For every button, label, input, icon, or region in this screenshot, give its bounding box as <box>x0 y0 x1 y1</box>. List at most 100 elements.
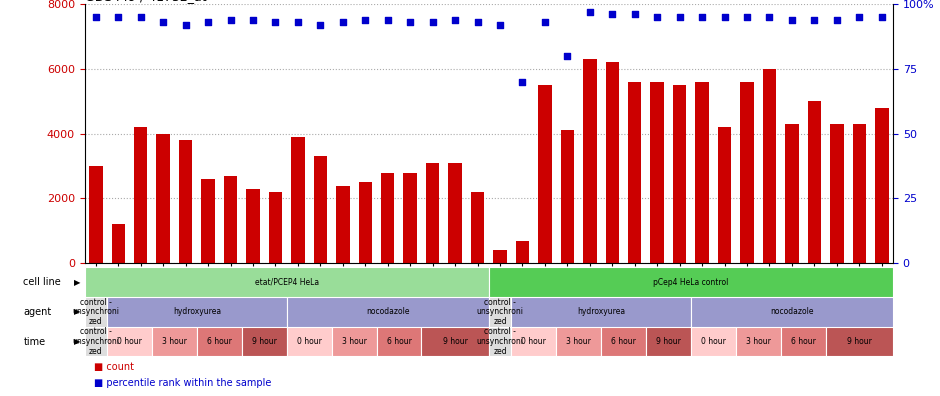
Bar <box>134 127 148 263</box>
Point <box>874 14 889 20</box>
Point <box>604 11 619 17</box>
Bar <box>511 327 556 356</box>
Bar <box>381 173 395 263</box>
Bar <box>152 327 196 356</box>
Bar <box>358 182 372 263</box>
Bar <box>516 241 529 263</box>
Bar <box>85 327 107 356</box>
Text: etat/PCEP4 HeLa: etat/PCEP4 HeLa <box>255 278 319 287</box>
Point <box>380 16 395 23</box>
Point <box>672 14 687 20</box>
Point <box>336 19 351 25</box>
Bar <box>242 327 287 356</box>
Point <box>650 14 665 20</box>
Bar <box>287 327 332 356</box>
Bar <box>112 225 125 263</box>
Point <box>538 19 553 25</box>
Text: pCep4 HeLa control: pCep4 HeLa control <box>653 278 728 287</box>
Point <box>582 9 598 15</box>
Point <box>717 14 732 20</box>
Bar <box>201 179 215 263</box>
Text: control -
unsynchroni
zed: control - unsynchroni zed <box>477 298 524 326</box>
Text: control -
unsynchroni
zed: control - unsynchroni zed <box>477 327 524 356</box>
Bar <box>556 327 601 356</box>
Point <box>784 16 799 23</box>
Point <box>560 53 575 59</box>
Text: control -
unsynchroni
zed: control - unsynchroni zed <box>72 298 119 326</box>
Bar <box>179 140 193 263</box>
Point <box>223 16 238 23</box>
Text: 6 hour: 6 hour <box>207 337 232 346</box>
Bar <box>673 85 686 263</box>
Bar <box>696 82 709 263</box>
Point <box>133 14 149 20</box>
Bar <box>107 297 287 327</box>
Bar <box>762 69 776 263</box>
Bar <box>601 327 646 356</box>
Bar <box>89 166 102 263</box>
Bar <box>511 297 691 327</box>
Bar <box>807 101 822 263</box>
Bar <box>421 327 489 356</box>
Bar <box>314 156 327 263</box>
Text: time: time <box>24 337 46 346</box>
Bar <box>489 267 893 297</box>
Text: hydroxyurea: hydroxyurea <box>173 307 221 316</box>
Bar <box>287 297 489 327</box>
Bar <box>269 192 282 263</box>
Text: 6 hour: 6 hour <box>611 337 636 346</box>
Bar <box>224 176 237 263</box>
Bar <box>448 163 462 263</box>
Point <box>740 14 755 20</box>
Text: ▶: ▶ <box>74 278 80 287</box>
Bar <box>246 189 259 263</box>
Bar <box>781 327 825 356</box>
Point <box>156 19 171 25</box>
Text: 9 hour: 9 hour <box>656 337 681 346</box>
Text: 0 hour: 0 hour <box>118 337 142 346</box>
Bar <box>691 327 736 356</box>
Text: 6 hour: 6 hour <box>386 337 412 346</box>
Text: 3 hour: 3 hour <box>162 337 187 346</box>
Bar <box>875 108 888 263</box>
Point <box>627 11 642 17</box>
Text: GDS449 / 41732_at: GDS449 / 41732_at <box>85 0 206 3</box>
Text: 9 hour: 9 hour <box>443 337 467 346</box>
Text: nocodazole: nocodazole <box>770 307 814 316</box>
Text: ■ count: ■ count <box>94 362 134 372</box>
Text: 9 hour: 9 hour <box>847 337 871 346</box>
Point <box>807 16 822 23</box>
Bar <box>736 327 781 356</box>
Text: ■ percentile rank within the sample: ■ percentile rank within the sample <box>94 378 272 388</box>
Point <box>88 14 103 20</box>
Point <box>493 21 508 28</box>
Bar <box>291 137 305 263</box>
Bar <box>426 163 439 263</box>
Bar <box>605 62 619 263</box>
Point <box>852 14 867 20</box>
Text: 0 hour: 0 hour <box>297 337 321 346</box>
Bar <box>85 297 107 327</box>
Text: 0 hour: 0 hour <box>522 337 546 346</box>
Bar <box>718 127 731 263</box>
Text: 6 hour: 6 hour <box>791 337 816 346</box>
Text: control -
unsynchroni
zed: control - unsynchroni zed <box>72 327 119 356</box>
Text: ▶: ▶ <box>74 307 80 316</box>
Bar <box>494 250 507 263</box>
Bar <box>646 327 691 356</box>
Bar <box>471 192 484 263</box>
Text: 3 hour: 3 hour <box>745 337 771 346</box>
Text: 0 hour: 0 hour <box>701 337 726 346</box>
Point <box>290 19 306 25</box>
Text: agent: agent <box>24 307 52 317</box>
Bar <box>853 124 866 263</box>
Point <box>245 16 260 23</box>
Bar <box>830 124 843 263</box>
Text: 3 hour: 3 hour <box>566 337 591 346</box>
Text: hydroxyurea: hydroxyurea <box>577 307 625 316</box>
Bar <box>377 327 421 356</box>
Point <box>178 21 194 28</box>
Bar <box>560 130 574 263</box>
Bar <box>539 85 552 263</box>
Bar <box>825 327 893 356</box>
